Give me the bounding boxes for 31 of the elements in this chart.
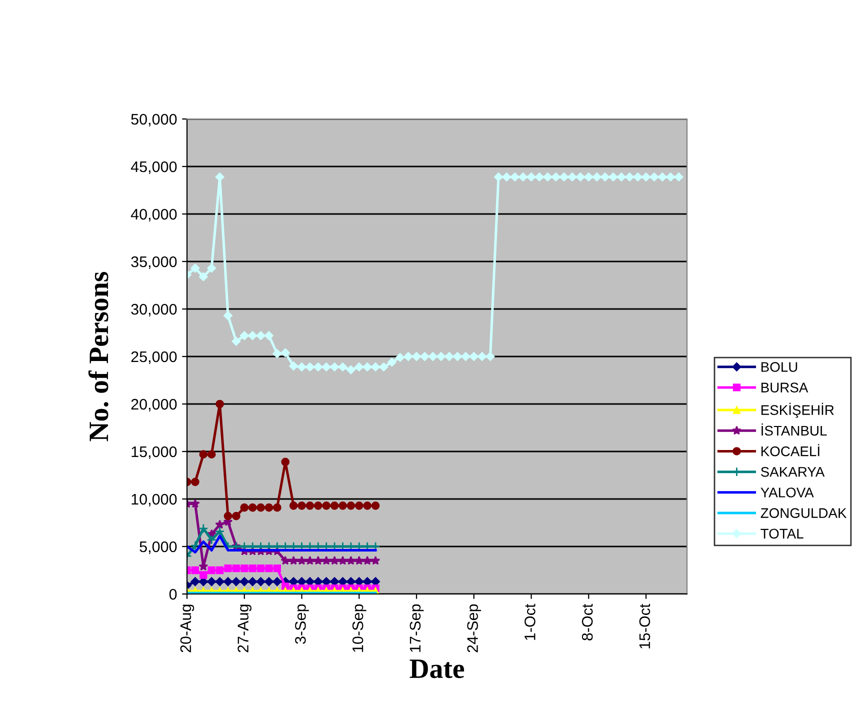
x-tick-label: 3-Sep [295, 604, 309, 644]
x-tick-label: 27-Aug [238, 604, 252, 652]
x-tick-label: 8-Oct [582, 604, 593, 640]
y-tick-label: 25,000 [131, 351, 177, 364]
legend-label: BOLU [761, 362, 798, 372]
legend-label: İSTANBUL [762, 424, 827, 436]
y-tick-label: 45,000 [130, 161, 177, 174]
x-tick-label: 20-Aug [180, 604, 194, 652]
x-axis-title: Date [410, 660, 464, 678]
legend-label: SAKARYA [760, 466, 825, 477]
x-tick-label: 15-Oct [639, 604, 650, 648]
legend-label: ESKİŞEHİR [761, 402, 834, 418]
y-tick-label: 40,000 [130, 208, 177, 222]
y-tick-label: 15,000 [132, 446, 177, 459]
legend-label: TOTAL [760, 528, 804, 539]
y-tick-label: 5,000 [140, 541, 177, 554]
y-tick-label: 20,000 [131, 398, 177, 412]
x-tick-label: 1-Oct [524, 604, 536, 640]
legend-label: ZONGULDAK [760, 508, 847, 518]
y-tick-label: 30,000 [131, 304, 177, 316]
y-tick-label: 35,000 [131, 256, 177, 269]
legend-label: KOCAELİ [761, 444, 820, 456]
legend-label: YALOVA [760, 488, 814, 498]
legend-label: BURSA [761, 382, 808, 392]
x-tick-label: 17-Sep [410, 604, 424, 652]
x-tick-label: 10-Sep [352, 604, 366, 652]
y-tick-label: 0 [169, 588, 177, 600]
y-axis-title: No. of Persons [88, 272, 108, 442]
y-tick-label: 50,000 [131, 114, 177, 126]
y-tick-label: 10,000 [132, 494, 177, 506]
x-tick-label: 24-Sep [467, 604, 482, 652]
